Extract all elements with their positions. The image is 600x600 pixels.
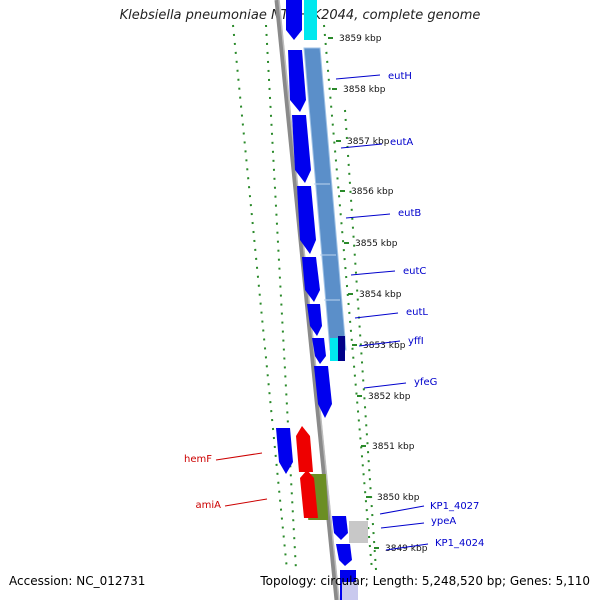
kbp-tick-label: 3857 kbp bbox=[347, 137, 390, 147]
cds-top-partial[interactable] bbox=[286, 0, 302, 30]
lavender-feature-bottom[interactable] bbox=[342, 582, 358, 600]
accession-label: Accession: NC_012731 bbox=[9, 574, 146, 588]
gene-label-eutb: eutB bbox=[398, 208, 421, 219]
guide-line-left bbox=[232, 24, 288, 571]
cds-eutL[interactable] bbox=[307, 304, 322, 336]
guide-line-middle bbox=[265, 24, 297, 571]
kbp-tick-label: 3849 kbp bbox=[385, 544, 428, 554]
kbp-tick-label: 3853 kbp bbox=[363, 341, 406, 351]
gene-label-hemf: hemF bbox=[184, 454, 212, 465]
gene-label-euth: eutH bbox=[388, 71, 412, 82]
cds-eutH[interactable] bbox=[288, 50, 306, 112]
cds-top-arrow bbox=[286, 30, 302, 40]
cds-hemF-forward[interactable] bbox=[276, 428, 293, 474]
gene-label-group: eutH eutA eutB eutC eutL yffI yfeG hemF amiA KP1_… bbox=[184, 71, 484, 551]
cds-yfeG[interactable] bbox=[314, 366, 332, 418]
cds-KP1_4027[interactable] bbox=[332, 516, 348, 540]
kbp-tick-label: 3855 kbp bbox=[355, 239, 398, 249]
gene-label-kp1-4024: KP1_4024 bbox=[435, 538, 484, 549]
kbp-tick-label: 3851 kbp bbox=[372, 442, 415, 452]
gene-label-eutl: eutL bbox=[406, 307, 428, 318]
gene-label-euta: eutA bbox=[390, 137, 413, 148]
genome-summary-label: Topology: circular; Length: 5,248,520 bp… bbox=[260, 574, 590, 588]
gene-leader-hemf bbox=[215, 452, 263, 461]
gene-label-ypea: ypeA bbox=[431, 516, 456, 527]
gene-leader-eutl bbox=[354, 312, 399, 319]
gene-label-amia: amiA bbox=[196, 500, 222, 511]
kbp-tick-label: 3854 kbp bbox=[359, 290, 402, 300]
kbp-tick-label: 3858 kbp bbox=[343, 85, 386, 95]
gene-label-eutc: eutC bbox=[403, 266, 426, 277]
genome-backbone-highlight bbox=[278, 0, 340, 600]
gene-leader-euta bbox=[340, 143, 383, 149]
eut-operon-band[interactable] bbox=[303, 47, 347, 351]
gene-label-kp1-4027: KP1_4027 bbox=[430, 501, 479, 512]
gene-label-yfeg: yfeG bbox=[414, 377, 437, 388]
gene-leader-yfeg bbox=[363, 382, 407, 389]
cds-yffI[interactable] bbox=[312, 338, 326, 364]
gene-leader-euth bbox=[335, 74, 381, 80]
cyan-feature-top[interactable] bbox=[304, 0, 317, 40]
kbp-tick-label: 3852 kbp bbox=[368, 392, 411, 402]
cds-hemF-reverse[interactable] bbox=[296, 426, 313, 472]
cds-eutC[interactable] bbox=[302, 257, 320, 302]
kbp-tick-label: 3850 kbp bbox=[377, 493, 420, 503]
cds-amiA-reverse[interactable] bbox=[300, 470, 318, 518]
gene-label-yffi: yffI bbox=[408, 336, 424, 347]
gray-feature-ypeA[interactable] bbox=[349, 521, 368, 543]
gene-leader-ypea bbox=[380, 522, 425, 529]
guide-line-right bbox=[323, 24, 373, 571]
kbp-tick-group: 3859 kbp 3858 kbp 3857 kbp 3856 kbp 3855 kbp… bbox=[328, 34, 428, 554]
cds-eutB[interactable] bbox=[297, 186, 316, 254]
kbp-tick-label: 3856 kbp bbox=[351, 187, 394, 197]
cyan-feature-yffI[interactable] bbox=[330, 338, 338, 361]
gene-leader-yffi bbox=[358, 340, 401, 347]
gene-leader-kp1-4027 bbox=[379, 505, 425, 515]
navy-feature-yffI[interactable] bbox=[338, 336, 345, 361]
cds-ypeA[interactable] bbox=[336, 544, 352, 566]
kbp-tick-label: 3859 kbp bbox=[339, 34, 382, 44]
gene-leader-eutc bbox=[350, 270, 396, 276]
gene-leader-amia bbox=[224, 498, 268, 507]
guide-line-far-right bbox=[344, 109, 377, 571]
gene-leader-eutb bbox=[345, 213, 391, 219]
cds-eutA[interactable] bbox=[292, 115, 311, 183]
gene-leader-kp1-4024 bbox=[385, 543, 429, 551]
